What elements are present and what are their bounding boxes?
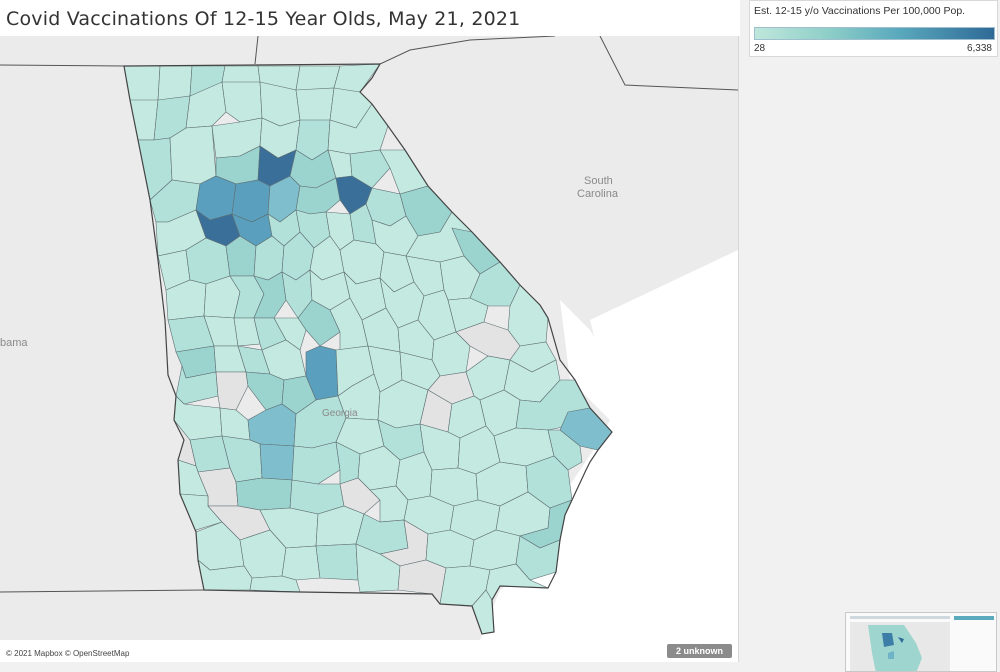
county-region[interactable] [281, 545, 321, 581]
county-region[interactable] [235, 477, 293, 511]
nc-border-west [254, 36, 259, 65]
county-region[interactable] [273, 317, 307, 351]
nc-sc-border [599, 36, 738, 91]
legend-title: Est. 12-15 y/o Vaccinations Per 100,000 … [754, 5, 966, 17]
right-panel [740, 60, 1000, 672]
county-region[interactable] [253, 271, 287, 319]
south-carolina-label-line1: South [584, 175, 613, 187]
county-region[interactable] [447, 297, 489, 333]
color-legend: Est. 12-15 y/o Vaccinations Per 100,000 … [749, 0, 998, 57]
georgia-label: Georgia [322, 408, 358, 419]
county-region[interactable] [249, 575, 301, 593]
legend-max-label: 6,338 [966, 43, 992, 54]
county-region[interactable] [349, 149, 391, 189]
county-layer[interactable] [123, 63, 613, 635]
dashboard-thumbnail[interactable] [845, 612, 997, 672]
county-region[interactable] [169, 125, 217, 185]
thumbnail-preview [846, 613, 996, 671]
county-region[interactable] [259, 443, 295, 481]
legend-min-label: 28 [754, 43, 766, 54]
alabama-label: bama [0, 337, 28, 349]
map-canvas[interactable]: South Carolina bama Georgia [0, 36, 738, 662]
tn-border [0, 64, 126, 67]
legend-gradient-bar [754, 27, 995, 40]
title-bar: Covid Vaccinations Of 12-15 Year Olds, M… [0, 0, 740, 36]
choropleth-map[interactable]: South Carolina bama Georgia © 2021 Mapbo… [0, 36, 739, 662]
nc-border [379, 36, 556, 65]
ocean-east [590, 250, 738, 662]
georgia-state-outline [123, 63, 613, 635]
fl-border-west [0, 589, 206, 593]
county-region[interactable] [185, 81, 227, 129]
dashboard-title: Covid Vaccinations Of 12-15 Year Olds, M… [6, 8, 521, 30]
county-region[interactable] [315, 543, 359, 581]
south-carolina-label-line2: Carolina [577, 188, 619, 200]
map-attribution[interactable]: © 2021 Mapbox © OpenStreetMap [6, 649, 130, 658]
unknown-indicator-badge[interactable]: 2 unknown [667, 644, 732, 658]
